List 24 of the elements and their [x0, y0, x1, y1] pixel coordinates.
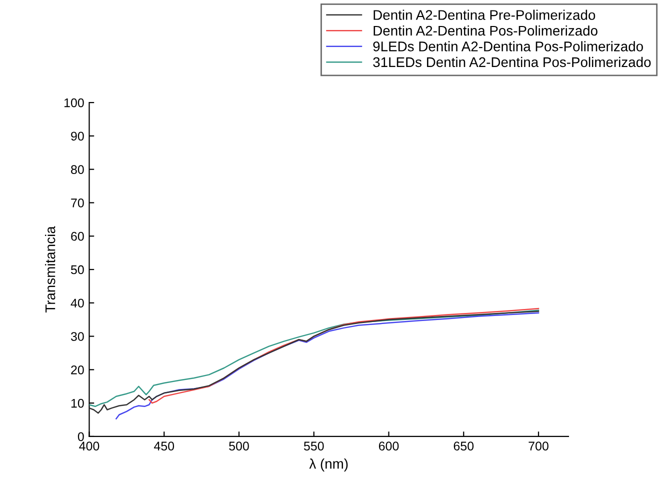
x-tick-label: 550 [304, 442, 324, 450]
y-tick-label: 10 [71, 398, 84, 408]
y-tick-label: 20 [71, 365, 84, 374]
y-tick-label: 90 [71, 132, 84, 141]
y-tick-label: 100 [64, 98, 84, 108]
legend-label: 31LEDs Dentin A2-Dentina Pos-Polimerizado [373, 56, 651, 68]
x-tick-label: 700 [528, 442, 548, 450]
legend-label: Dentin A2-Dentina Pre-Polimerizado [374, 10, 596, 20]
legend-label: 9LEDs Dentin A2-Dentina Pos-Polimerizado [373, 41, 643, 52]
y-tick-label: 60 [71, 232, 84, 241]
y-tick-label: 30 [70, 332, 84, 341]
y-tick-label: 0 [78, 432, 84, 442]
x-tick-label: 400 [79, 442, 100, 450]
x-tick-label: 500 [229, 442, 249, 450]
x-tick-label: 600 [378, 442, 399, 450]
y-tick-label: 80 [71, 165, 84, 174]
y-tick-label: 70 [71, 198, 84, 208]
y-axis-title: Transmitancia [45, 226, 56, 313]
x-axis-title: λ (nm) [309, 458, 348, 472]
legend-label: Dentin A2-Dentina Pos-Polimerizado [374, 25, 598, 36]
x-tick-label: 650 [454, 442, 474, 450]
y-tick-label: 50 [70, 265, 84, 274]
x-tick-label: 450 [154, 442, 174, 450]
y-tick-label: 40 [70, 298, 84, 308]
